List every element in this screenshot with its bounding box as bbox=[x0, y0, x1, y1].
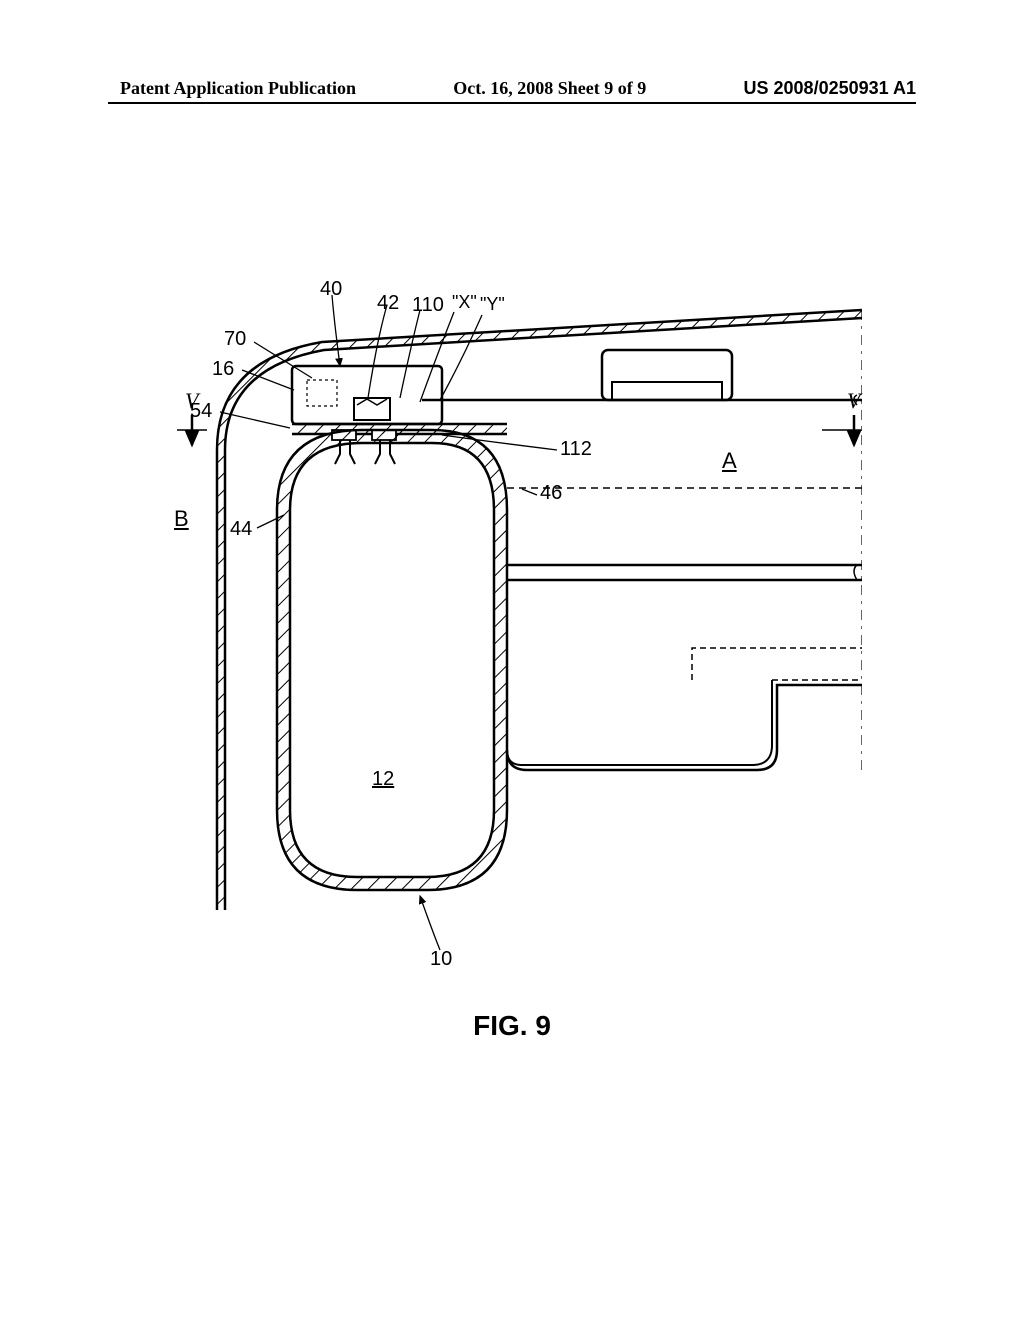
figure-drawing bbox=[162, 280, 862, 1000]
ref-44: 44 bbox=[230, 518, 252, 541]
ref-46: 46 bbox=[540, 482, 562, 505]
section-V-right: V bbox=[847, 388, 860, 414]
ref-42: 42 bbox=[377, 292, 399, 315]
ref-X: "X" bbox=[452, 292, 477, 313]
ref-70: 70 bbox=[224, 328, 246, 351]
header-date-sheet: Oct. 16, 2008 Sheet 9 of 9 bbox=[453, 78, 646, 99]
figure-9: 40 42 110 "X" "Y" 70 16 54 112 46 44 12 … bbox=[162, 280, 862, 1000]
ref-16: 16 bbox=[212, 358, 234, 381]
header-rule bbox=[108, 102, 916, 104]
ref-10: 10 bbox=[430, 948, 452, 971]
header-patent-number: US 2008/0250931 A1 bbox=[744, 78, 916, 99]
section-A: A bbox=[722, 448, 737, 474]
ref-110: 110 bbox=[412, 294, 444, 317]
ref-40: 40 bbox=[320, 278, 342, 301]
section-V-left: V bbox=[185, 388, 198, 414]
header-publication: Patent Application Publication bbox=[120, 78, 356, 99]
ref-112: 112 bbox=[560, 438, 592, 461]
ref-Y: "Y" bbox=[480, 294, 505, 315]
ref-12: 12 bbox=[372, 768, 394, 791]
section-B: B bbox=[174, 506, 189, 532]
figure-caption: FIG. 9 bbox=[0, 1010, 1024, 1042]
